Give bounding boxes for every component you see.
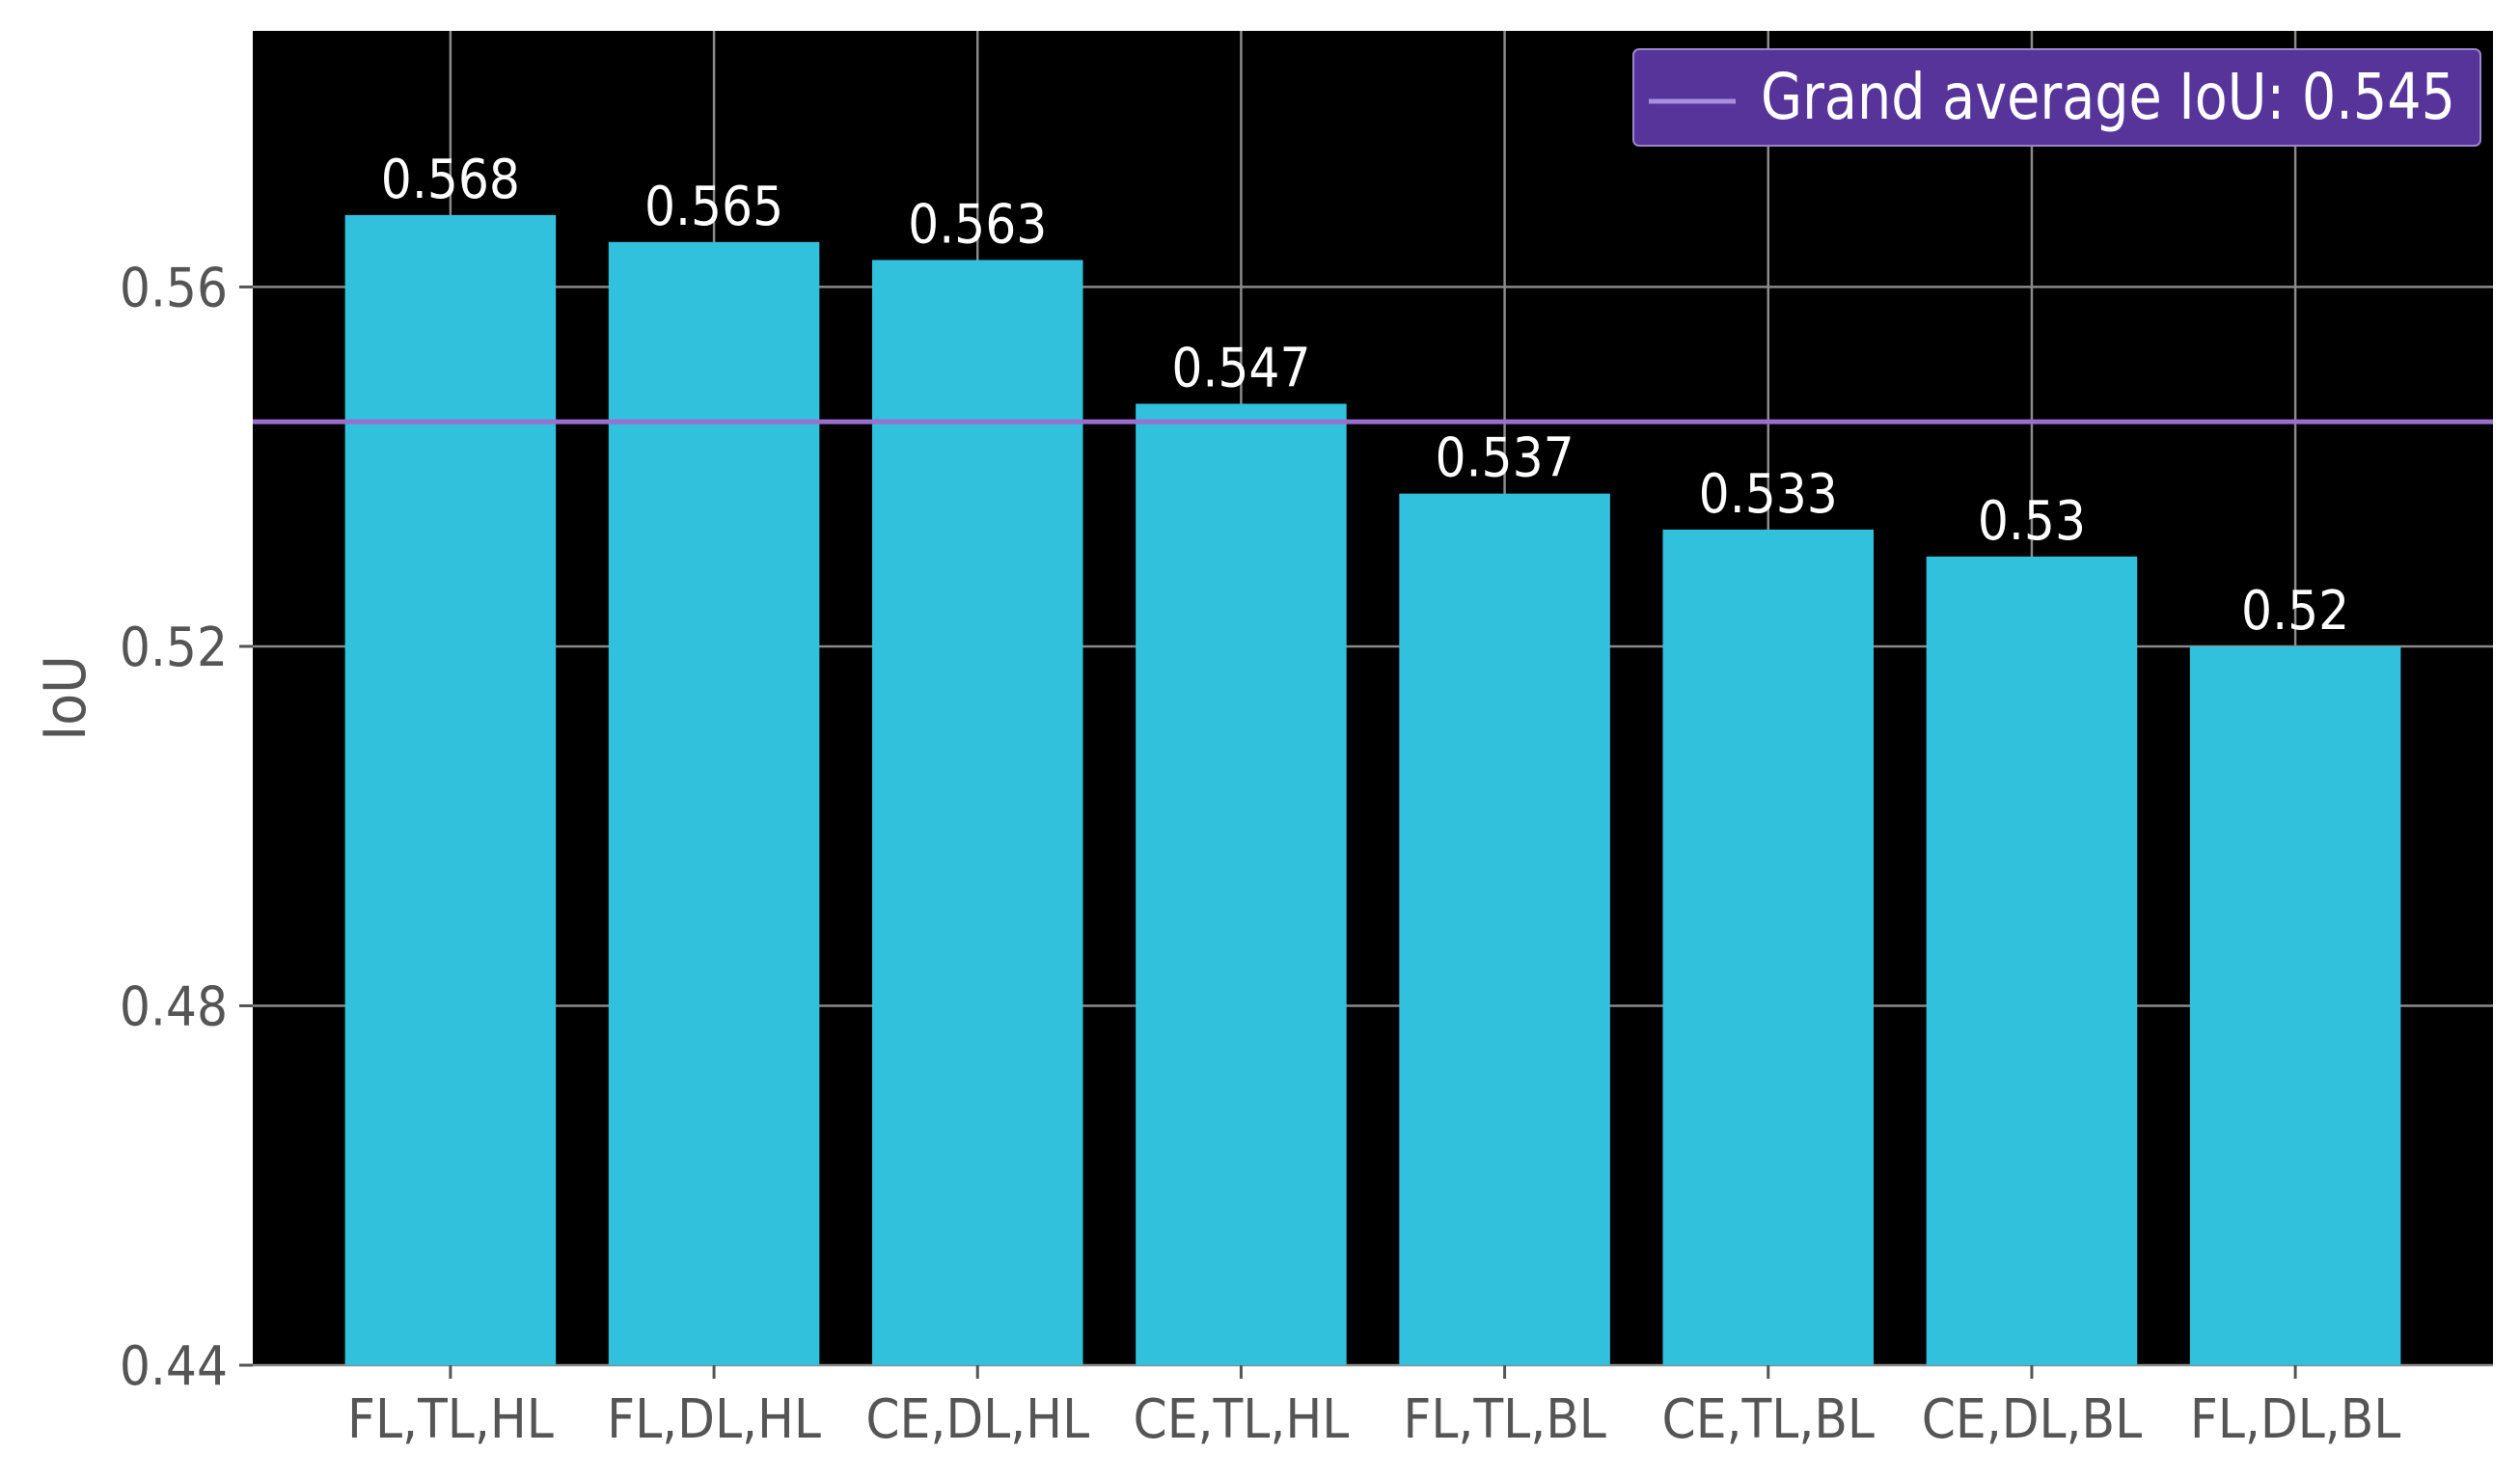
x-tick-label: CE,TL,BL xyxy=(1662,1388,1875,1451)
bar xyxy=(608,241,820,1365)
bar xyxy=(1136,403,1347,1365)
bar-value-label: 0.533 xyxy=(1699,463,1838,526)
x-tick-label: FL,TL,BL xyxy=(1403,1388,1605,1451)
bar-value-label: 0.563 xyxy=(908,193,1047,256)
axes: 0.44 0.48 0.52 0.56 FL,TL,HL FL,DL,HL CE,DL,HL… xyxy=(120,257,2401,1451)
bar xyxy=(1399,493,1610,1366)
legend-box xyxy=(1632,48,2481,147)
y-axis-title: IoU xyxy=(32,655,99,740)
x-tick-label: CE,DL,HL xyxy=(865,1388,1089,1451)
bar xyxy=(2189,645,2401,1365)
x-tick-label: CE,TL,HL xyxy=(1134,1388,1350,1451)
bar-value-label: 0.547 xyxy=(1171,337,1310,399)
bar-value-labels: 0.568 0.565 0.563 0.547 0.537 0.533 0.53 0.52 xyxy=(381,149,2349,643)
x-tick-label: FL,DL,BL xyxy=(2190,1388,2401,1451)
bar xyxy=(344,214,557,1365)
x-tick-label: CE,DL,BL xyxy=(1922,1388,2142,1451)
legend: Grand average IoU: 0.545 xyxy=(1632,48,2481,147)
bar xyxy=(871,260,1083,1365)
x-tick-label: FL,TL,HL xyxy=(347,1388,554,1451)
bar-value-label: 0.568 xyxy=(381,149,520,211)
legend-label: Grand average IoU: 0.545 xyxy=(1761,60,2455,134)
bar xyxy=(1926,556,2138,1365)
bar-value-label: 0.537 xyxy=(1435,427,1574,490)
bars xyxy=(344,214,2401,1366)
bar xyxy=(1662,529,1875,1365)
x-tick-label: FL,DL,HL xyxy=(607,1388,821,1451)
y-tick-label: 0.56 xyxy=(120,257,228,319)
bar-value-label: 0.565 xyxy=(644,176,783,238)
y-tick-label: 0.44 xyxy=(120,1335,228,1398)
plot-area xyxy=(253,31,2493,1365)
y-tick-label: 0.52 xyxy=(120,617,228,679)
bar-value-label: 0.52 xyxy=(2241,580,2349,643)
y-tick-label: 0.48 xyxy=(120,975,228,1038)
bar-value-label: 0.53 xyxy=(1978,490,2086,553)
